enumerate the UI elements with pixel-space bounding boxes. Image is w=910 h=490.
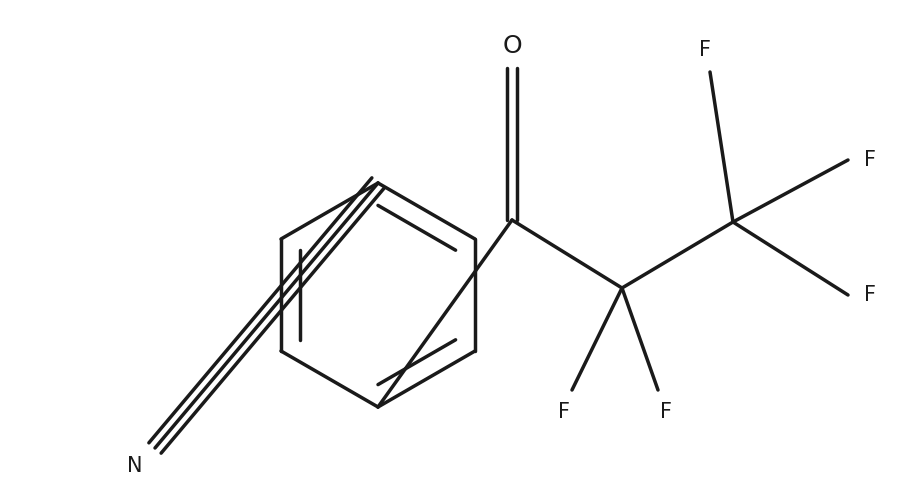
Text: F: F — [558, 402, 570, 422]
Text: N: N — [127, 456, 143, 476]
Text: F: F — [864, 285, 876, 305]
Text: O: O — [502, 34, 521, 58]
Text: F: F — [699, 40, 711, 60]
Text: F: F — [864, 150, 876, 170]
Text: F: F — [660, 402, 672, 422]
